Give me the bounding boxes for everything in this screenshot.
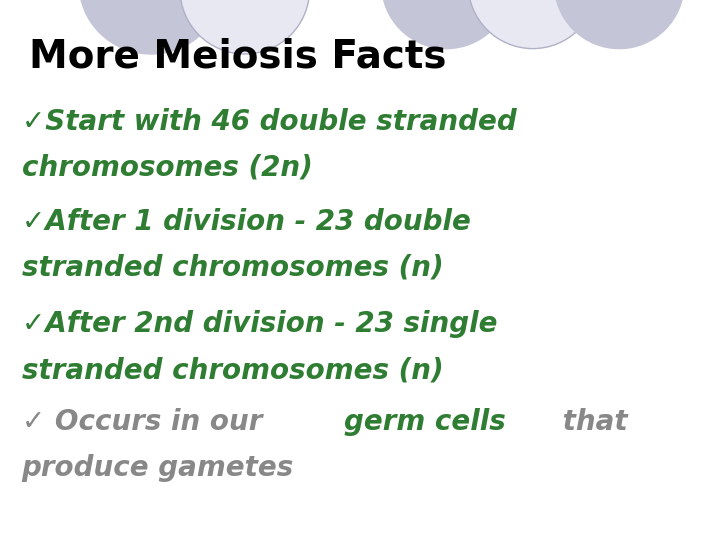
Text: produce gametes: produce gametes <box>22 454 294 482</box>
Text: ✓After 1 division - 23 double: ✓After 1 division - 23 double <box>22 208 470 236</box>
Text: ✓After 2nd division - 23 single: ✓After 2nd division - 23 single <box>22 310 497 339</box>
Ellipse shape <box>180 0 310 54</box>
Ellipse shape <box>382 0 511 49</box>
Ellipse shape <box>79 0 223 54</box>
Text: germ cells: germ cells <box>344 408 506 436</box>
Text: ✓ Occurs in our: ✓ Occurs in our <box>22 408 271 436</box>
Text: stranded chromosomes (n): stranded chromosomes (n) <box>22 254 444 282</box>
Ellipse shape <box>554 0 684 49</box>
Ellipse shape <box>468 0 598 49</box>
Text: stranded chromosomes (n): stranded chromosomes (n) <box>22 356 444 384</box>
Text: ✓Start with 46 double stranded: ✓Start with 46 double stranded <box>22 108 516 136</box>
Text: chromosomes (2n): chromosomes (2n) <box>22 154 312 182</box>
Text: More Meiosis Facts: More Meiosis Facts <box>29 38 446 76</box>
Text: that: that <box>553 408 628 436</box>
